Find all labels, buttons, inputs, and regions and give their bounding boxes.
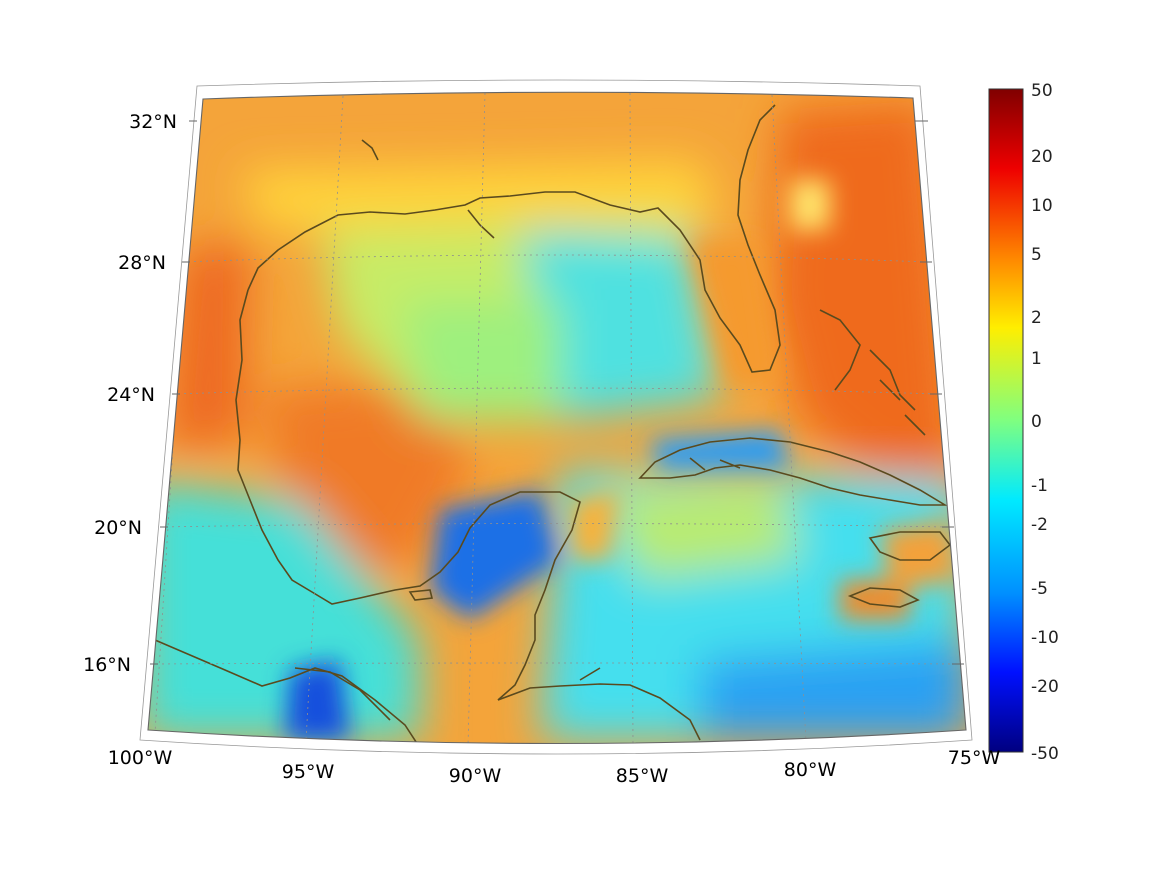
colorbar-tick-label: -50 [1031, 744, 1059, 764]
colorbar-tick-label: -20 [1031, 677, 1059, 697]
lon-label: 85°W [616, 765, 669, 787]
lat-label: 20°N [94, 517, 142, 539]
colorbar-tick-label: 0 [1031, 412, 1042, 432]
lat-label: 32°N [129, 111, 177, 133]
colorbar-tick-label: 10 [1031, 196, 1053, 216]
lat-label: 16°N [83, 654, 131, 676]
colorbar: 50 20 10 5 2 1 0 -1 -2 -5 -10 -20 -50 [988, 81, 1059, 764]
lat-label: 28°N [118, 252, 166, 274]
lon-label: 90°W [449, 765, 502, 787]
hispaniola-outline [868, 531, 952, 561]
colorbar-tick-label: 50 [1031, 81, 1053, 101]
coastlines [154, 104, 952, 744]
yucatan-islands [408, 589, 433, 601]
lon-label: 100°W [108, 747, 173, 769]
colorbar-tick-label: 5 [1031, 245, 1042, 265]
data-field [148, 92, 966, 744]
longitude-labels: 100°W 95°W 90°W 85°W 80°W 75°W [108, 747, 1001, 787]
colorbar-tick-label: -10 [1031, 628, 1059, 648]
jamaica-outline [847, 587, 920, 608]
small-keys [361, 139, 741, 681]
gulf-north-coast [247, 104, 781, 373]
colorbar-tick-label: -1 [1031, 476, 1048, 496]
bahamas-islands [819, 309, 926, 436]
cuba-outline [638, 437, 948, 506]
colorbar-tick-label: 1 [1031, 349, 1042, 369]
grijalva-river [294, 667, 391, 721]
colorbar-gradient [988, 88, 1024, 753]
central-america-coast [497, 683, 701, 741]
latitude-labels: 32°N 28°N 24°N 20°N 16°N [83, 111, 177, 676]
lon-label: 95°W [282, 761, 335, 783]
colorbar-tick-label: 2 [1031, 308, 1042, 328]
lat-label: 24°N [107, 384, 155, 406]
colorbar-tick-label: -2 [1031, 515, 1048, 535]
lon-label: 75°W [948, 747, 1001, 769]
pacific-coast [154, 639, 421, 744]
lon-label: 80°W [784, 759, 837, 781]
colorbar-tick-label: 20 [1031, 147, 1053, 167]
map-frame [139, 79, 973, 755]
mexico-gulf-coast [235, 289, 581, 701]
colorbar-tick-label: -5 [1031, 579, 1048, 599]
